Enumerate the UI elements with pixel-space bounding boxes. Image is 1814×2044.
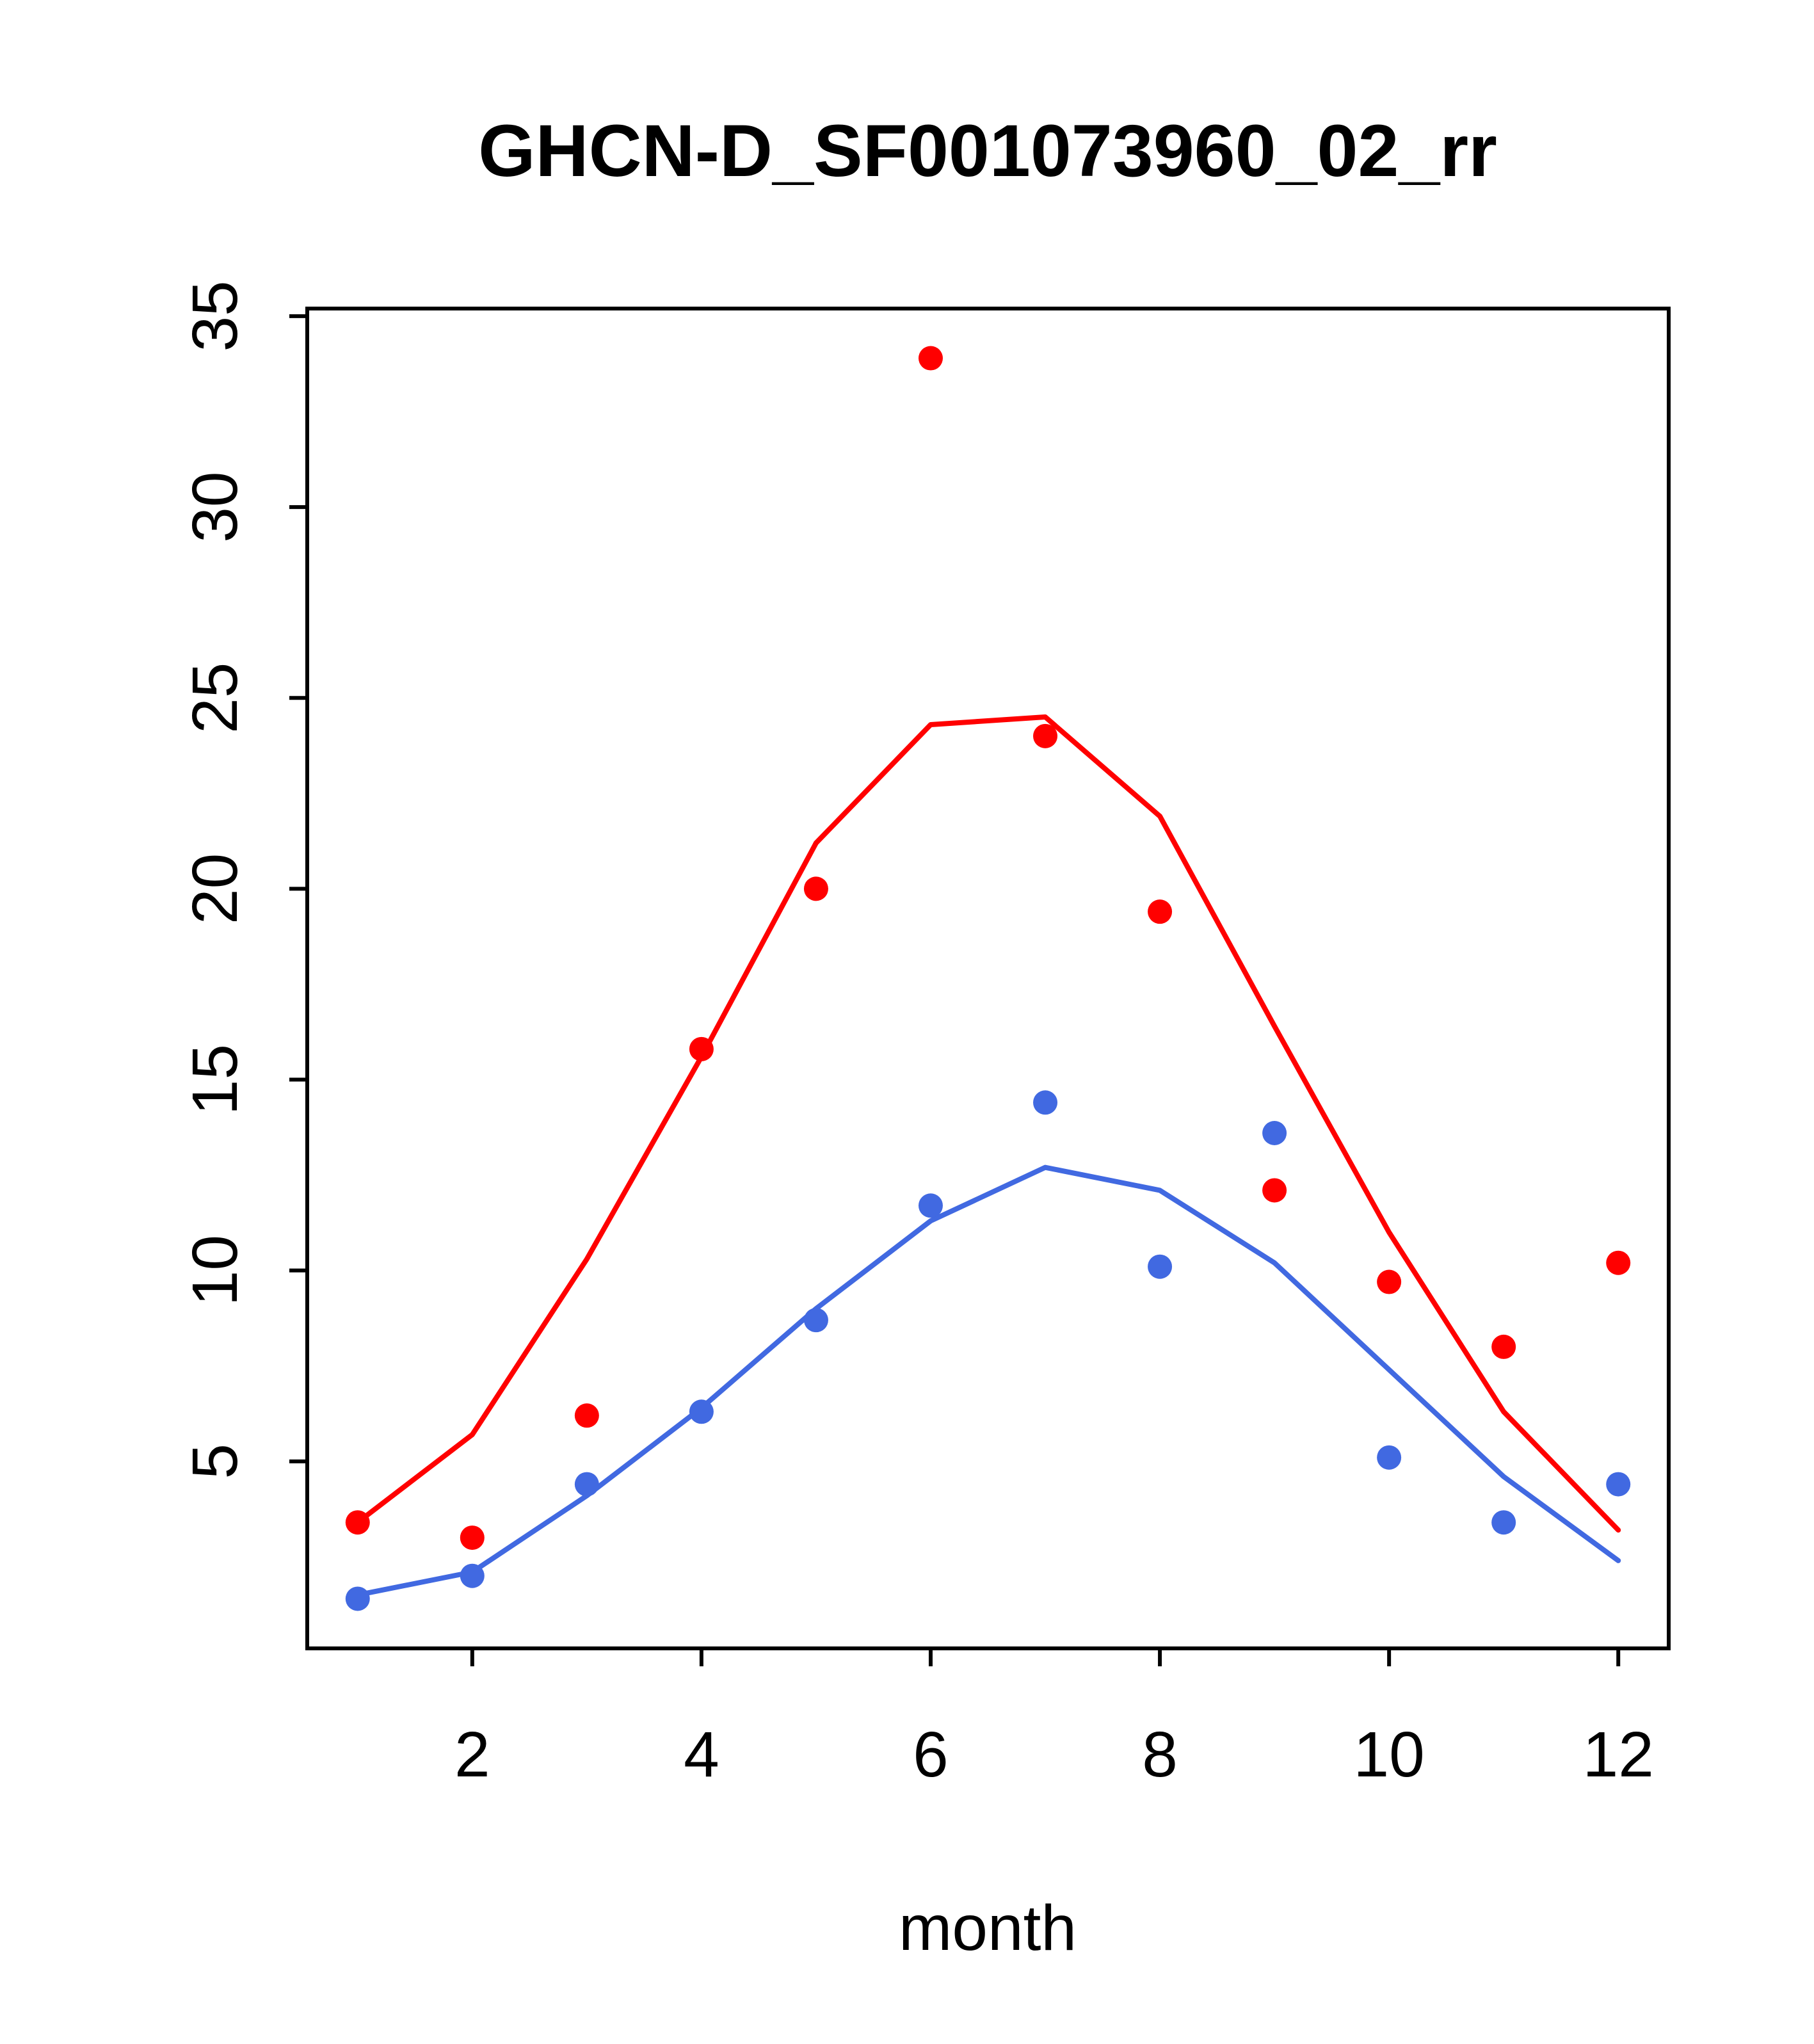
red-point — [1148, 899, 1173, 924]
x-tick-label: 10 — [1354, 1719, 1425, 1791]
y-tick-label: 35 — [179, 280, 251, 351]
blue-line — [355, 1164, 1621, 1598]
series-layer — [345, 346, 1631, 1611]
blue-point — [918, 1193, 943, 1218]
axis-layer: 2 4 6 8 10 12 5 10 15 20 25 30 35 — [179, 280, 1654, 1791]
red-point — [689, 1036, 714, 1061]
red-point — [1491, 1334, 1516, 1359]
red-point — [345, 1510, 370, 1535]
red-point — [460, 1525, 485, 1550]
x-axis-label: month — [899, 1892, 1077, 1964]
red-point — [1377, 1269, 1402, 1294]
red-point — [574, 1403, 599, 1428]
blue-point — [460, 1563, 485, 1588]
blue-point — [345, 1586, 370, 1611]
blue-point — [1491, 1510, 1516, 1535]
y-tick-label: 25 — [179, 663, 251, 734]
blue-point — [574, 1472, 599, 1497]
blue-point — [1606, 1472, 1631, 1497]
plot-box — [305, 307, 1671, 1650]
blue-point — [1262, 1121, 1287, 1145]
red-point — [1262, 1178, 1287, 1203]
y-tick-label: 15 — [179, 1044, 251, 1115]
blue-point — [803, 1308, 828, 1333]
blue-point — [1033, 1090, 1058, 1115]
y-tick-label: 5 — [179, 1444, 251, 1479]
red-line — [355, 714, 1621, 1533]
red-point — [1606, 1250, 1631, 1275]
y-tick-label: 30 — [179, 471, 251, 542]
red-point — [803, 876, 828, 901]
y-tick-label: 10 — [179, 1235, 251, 1306]
chart-title: GHCN-D_SF001073960_02_rr — [478, 110, 1497, 192]
x-tick-label: 2 — [454, 1719, 490, 1791]
red-point — [918, 346, 943, 371]
x-tick-label: 8 — [1142, 1719, 1178, 1791]
blue-point — [689, 1399, 714, 1424]
y-tick-label: 20 — [179, 853, 251, 924]
blue-point — [1377, 1445, 1402, 1470]
x-tick-label: 6 — [913, 1719, 949, 1791]
red-point — [1033, 723, 1058, 748]
x-tick-label: 12 — [1583, 1719, 1654, 1791]
blue-point — [1148, 1254, 1173, 1279]
x-tick-label: 4 — [684, 1719, 719, 1791]
